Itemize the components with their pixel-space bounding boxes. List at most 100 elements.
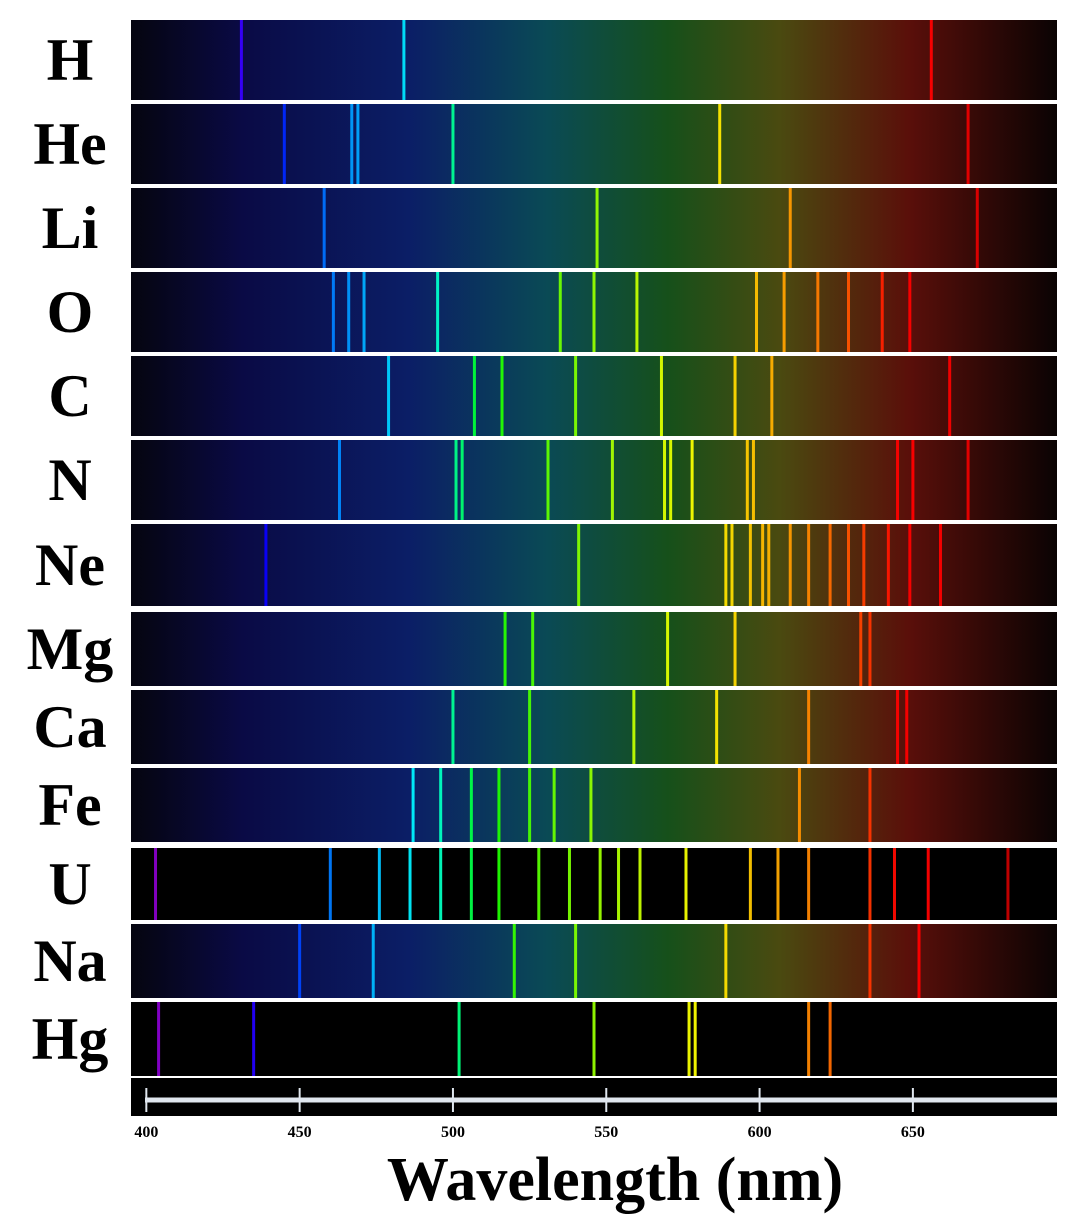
emission-line	[938, 524, 942, 606]
emission-line	[439, 768, 443, 842]
x-tick-label: 650	[901, 1124, 925, 1141]
emission-line	[408, 848, 412, 920]
emission-line	[512, 924, 516, 998]
emission-line	[687, 1002, 691, 1076]
spectrum-strip	[131, 690, 1057, 764]
emission-line	[966, 440, 970, 520]
emission-line	[868, 768, 872, 842]
emission-line	[715, 690, 719, 764]
emission-line	[748, 848, 752, 920]
emission-line	[347, 272, 351, 352]
emission-line	[460, 440, 464, 520]
axis-bar	[131, 1078, 1057, 1116]
emission-line	[880, 272, 884, 352]
emission-line	[788, 524, 792, 606]
emission-line	[577, 524, 581, 606]
emission-line	[500, 356, 504, 436]
emission-line	[868, 924, 872, 998]
emission-line	[497, 768, 501, 842]
row-label: He	[33, 111, 106, 177]
x-axis-title: Wavelength (nm)	[387, 1146, 843, 1214]
emission-line	[761, 524, 765, 606]
emission-line	[807, 1002, 811, 1076]
x-tick-label: 600	[748, 1124, 772, 1141]
emission-line	[733, 612, 737, 686]
emission-line	[724, 524, 728, 606]
emission-line	[776, 848, 780, 920]
emission-line	[298, 924, 302, 998]
emission-line	[638, 848, 642, 920]
emission-line	[975, 188, 979, 268]
emission-line	[929, 20, 933, 100]
emission-line	[659, 356, 663, 436]
emission-line	[770, 356, 774, 436]
emission-line	[528, 768, 532, 842]
spectrum-strip	[131, 768, 1057, 842]
emission-line	[948, 356, 952, 436]
emission-line	[589, 768, 593, 842]
emission-line	[663, 440, 667, 520]
emission-line	[693, 1002, 697, 1076]
emission-line	[331, 272, 335, 352]
emission-line	[868, 848, 872, 920]
emission-line	[567, 848, 571, 920]
spectrum-strip	[131, 524, 1057, 606]
spectrum-strip	[131, 848, 1057, 920]
emission-line	[908, 524, 912, 606]
emission-line	[733, 356, 737, 436]
emission-line	[755, 272, 759, 352]
row-label: Ne	[35, 532, 105, 598]
emission-line	[828, 524, 832, 606]
row-label: Li	[42, 195, 99, 261]
emission-line	[239, 20, 243, 100]
emission-line	[718, 104, 722, 184]
row-label: C	[48, 363, 91, 429]
emission-line	[751, 440, 755, 520]
spectrum-strip	[131, 612, 1057, 686]
emission-line	[908, 272, 912, 352]
emission-line	[905, 690, 909, 764]
row-label: Fe	[38, 772, 101, 838]
row-label: H	[47, 27, 94, 93]
emission-line	[745, 440, 749, 520]
x-tick-label: 500	[441, 1124, 465, 1141]
emission-line	[503, 612, 507, 686]
emission-line	[846, 272, 850, 352]
emission-line	[436, 272, 440, 352]
emission-line	[574, 924, 578, 998]
emission-line	[859, 612, 863, 686]
spectrum-strip	[131, 188, 1057, 268]
emission-line	[338, 440, 342, 520]
emission-line	[669, 440, 673, 520]
emission-line	[558, 272, 562, 352]
emission-line	[684, 848, 688, 920]
emission-line	[917, 924, 921, 998]
row-label: Ca	[33, 694, 106, 760]
emission-line	[767, 524, 771, 606]
spectrum-strip	[131, 20, 1057, 100]
emission-line	[892, 848, 896, 920]
emission-line	[546, 440, 550, 520]
emission-line	[154, 848, 158, 920]
emission-line	[807, 848, 811, 920]
row-label: N	[48, 447, 91, 513]
emission-line	[896, 690, 900, 764]
emission-line	[690, 440, 694, 520]
emission-line	[157, 1002, 161, 1076]
emission-line	[328, 848, 332, 920]
emission-line	[469, 848, 473, 920]
emission-line	[632, 690, 636, 764]
x-tick-label: 400	[134, 1124, 158, 1141]
row-label: Na	[33, 928, 106, 994]
emission-line	[282, 104, 286, 184]
emission-line	[807, 690, 811, 764]
emission-line	[862, 524, 866, 606]
emission-line	[896, 440, 900, 520]
emission-line	[322, 188, 326, 268]
emission-line	[828, 1002, 832, 1076]
emission-line	[635, 272, 639, 352]
emission-line	[1006, 848, 1010, 920]
spectrum-strip	[131, 440, 1057, 520]
emission-line	[552, 768, 556, 842]
